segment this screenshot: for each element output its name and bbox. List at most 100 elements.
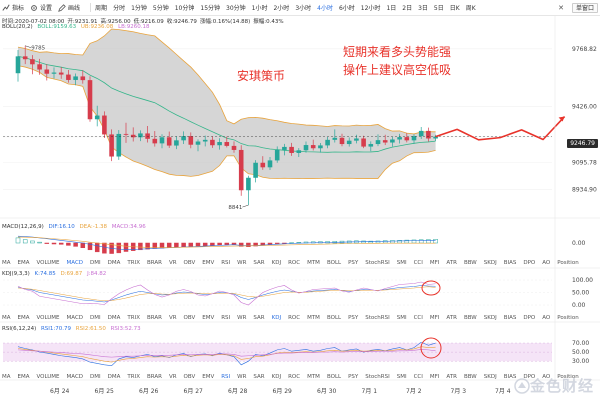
indicator-tab[interactable]: ROC <box>288 260 301 266</box>
indicator-tab[interactable]: Position <box>557 315 579 321</box>
indicator-tab[interactable]: DPO <box>523 315 536 321</box>
period-option[interactable]: 周期 <box>95 5 108 12</box>
indicator-tab[interactable]: EMA <box>17 315 30 321</box>
indicator-tab[interactable]: MACD <box>66 374 84 380</box>
indicator-tab[interactable]: TRIX <box>127 374 140 380</box>
indicator-tab[interactable]: DPO <box>523 260 536 266</box>
indicator-tab[interactable]: CCI <box>413 374 423 380</box>
indicator-tab[interactable]: BRAR <box>146 315 162 321</box>
indicator-tab[interactable]: PSY <box>348 374 359 380</box>
indicator-tab[interactable]: EMV <box>202 315 215 321</box>
indicator-tab[interactable]: EMA <box>17 260 30 266</box>
indicator-tab[interactable]: VR <box>168 315 177 321</box>
indicator-tab[interactable]: ATR <box>446 315 457 321</box>
indicator-tab[interactable]: OBV <box>183 315 196 321</box>
indicator-tab[interactable]: WR <box>237 260 247 266</box>
period-option[interactable]: 5分钟 <box>152 5 169 12</box>
period-option[interactable]: 3小时 <box>295 5 312 12</box>
indicator-tab[interactable]: DMI <box>90 315 101 321</box>
period-option[interactable]: 15分钟 <box>200 5 221 12</box>
indicator-tab[interactable]: RSI <box>221 260 231 266</box>
indicator-tab[interactable]: BOLL <box>326 315 342 321</box>
period-option[interactable]: 1日 <box>386 5 397 12</box>
indicator-tab[interactable]: MFI <box>429 374 440 380</box>
indicator-tab[interactable]: SKDJ <box>483 315 497 321</box>
indicator-tab[interactable]: SKDJ <box>483 374 497 380</box>
indicator-tab[interactable]: MTM <box>307 315 320 321</box>
indicator-tab[interactable]: MA <box>2 374 11 380</box>
indicator-tab[interactable]: PSY <box>348 315 359 321</box>
period-option[interactable]: 日K <box>449 5 460 12</box>
indicator-tab[interactable]: SMI <box>396 315 407 321</box>
indicator-tab[interactable]: SMI <box>396 374 407 380</box>
indicator-tab[interactable]: VOLUME <box>36 260 60 266</box>
indicator-tab[interactable]: BRAR <box>146 374 162 380</box>
period-option[interactable]: 周K <box>465 5 476 12</box>
indicator-tab[interactable]: KDJ <box>271 374 282 380</box>
indicator-tab[interactable]: DMA <box>107 374 121 380</box>
indicator-tab[interactable]: TRIX <box>127 315 140 321</box>
indicator-tab[interactable]: VR <box>168 374 177 380</box>
indicator-tab[interactable]: EMV <box>202 374 215 380</box>
indicator-tab[interactable]: RSI <box>221 315 231 321</box>
indicator-tab[interactable]: KDJ <box>271 260 282 266</box>
indicator-tab[interactable]: MACD <box>66 260 84 266</box>
period-option[interactable]: 4小时 <box>317 5 333 12</box>
indicator-tab[interactable]: AO <box>542 374 551 380</box>
indicator-tab[interactable]: MFI <box>429 260 440 266</box>
indicator-tab[interactable]: Position <box>557 260 579 266</box>
period-option[interactable]: 分时 <box>113 5 126 12</box>
indicator-tab[interactable]: CCI <box>413 315 423 321</box>
indicator-tab[interactable]: ROC <box>288 374 301 380</box>
indicator-tab[interactable]: MACD <box>66 315 84 321</box>
indicator-tab[interactable]: VOLUME <box>36 374 60 380</box>
indicator-tab[interactable]: MA <box>2 315 11 321</box>
indicator-tab[interactable]: ATR <box>446 260 457 266</box>
period-option[interactable]: 1小时 <box>251 5 268 12</box>
period-option[interactable]: 1分钟 <box>131 5 147 12</box>
indicator-tab[interactable]: DMA <box>107 260 121 266</box>
indicator-tab[interactable]: CCI <box>413 260 423 266</box>
indicator-tab[interactable]: RSI <box>221 374 231 380</box>
settings-button[interactable]: 设置 <box>30 3 52 12</box>
period-option[interactable]: 2小时 <box>273 5 290 12</box>
indicator-tab[interactable]: StochRSI <box>365 260 390 266</box>
indicator-tab[interactable]: BIAS <box>503 260 517 266</box>
indicator-tab[interactable]: SKDJ <box>483 260 497 266</box>
indicator-tab[interactable]: MTM <box>307 260 320 266</box>
indicator-tab[interactable]: KDJ <box>271 315 282 321</box>
indicator-tab[interactable]: SMI <box>396 260 407 266</box>
indicator-tab[interactable]: ROC <box>288 315 301 321</box>
indicator-tab[interactable]: SAR <box>253 374 265 380</box>
period-option[interactable]: 12小时 <box>360 5 381 12</box>
close-icon[interactable]: ✕ <box>558 4 564 12</box>
indicator-tab[interactable]: DPO <box>523 374 536 380</box>
indicator-tab[interactable]: MTM <box>307 374 320 380</box>
indicator-tab[interactable]: DMA <box>107 315 121 321</box>
indicator-tab[interactable]: MA <box>2 260 11 266</box>
indicator-tab[interactable]: PSY <box>348 260 359 266</box>
layout-button[interactable]: 单窗口 <box>571 3 598 13</box>
period-option[interactable]: 6小时 <box>338 5 355 12</box>
indicator-tab[interactable]: DMI <box>90 374 101 380</box>
indicator-tab[interactable]: WR <box>237 315 247 321</box>
indicator-tab[interactable]: EMV <box>202 260 215 266</box>
indicator-tab[interactable]: TRIX <box>127 260 140 266</box>
indicator-tab[interactable]: WR <box>237 374 247 380</box>
indicator-button[interactable]: 指标 <box>2 3 24 12</box>
period-option[interactable]: 30分钟 <box>226 5 246 12</box>
indicator-tab[interactable]: BOLL <box>326 260 342 266</box>
draw-button[interactable]: 画线 <box>58 3 80 12</box>
indicator-tab[interactable]: BOLL <box>326 374 342 380</box>
period-option[interactable]: 3日 <box>418 5 428 12</box>
indicator-tab[interactable]: VOLUME <box>36 315 60 321</box>
indicator-tab[interactable]: BIAS <box>503 315 517 321</box>
indicator-tab[interactable]: Position <box>557 374 579 380</box>
indicator-tab[interactable]: AO <box>542 315 551 321</box>
period-option[interactable]: 5日 <box>433 5 444 12</box>
indicator-tab[interactable]: OBV <box>183 260 196 266</box>
indicator-tab[interactable]: BBW <box>463 260 477 266</box>
indicator-tab[interactable]: MFI <box>429 315 440 321</box>
indicator-tab[interactable]: BBW <box>463 374 477 380</box>
